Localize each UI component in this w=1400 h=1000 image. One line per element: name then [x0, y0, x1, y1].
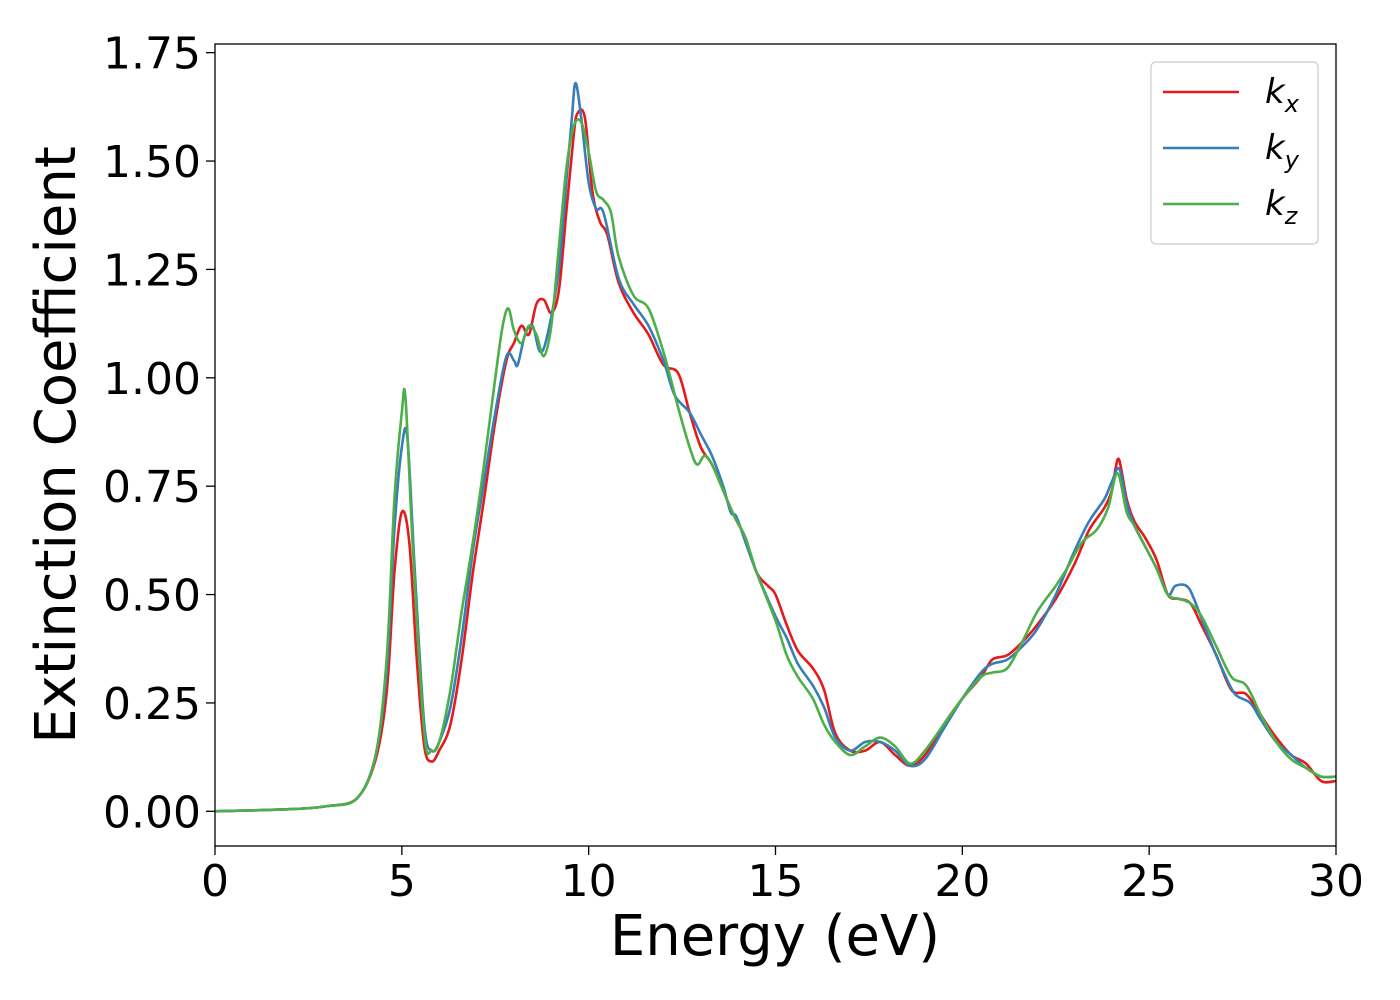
y-tick-label: 1.25 — [103, 245, 201, 296]
x-tick-label: 20 — [934, 856, 990, 907]
series-lines — [214, 81, 1337, 813]
x-tick-label: 10 — [561, 856, 617, 907]
series-line-kz — [214, 118, 1337, 813]
y-tick-label: 1.00 — [103, 354, 201, 405]
y-tick-label: 1.50 — [103, 137, 201, 188]
x-tick-label: 25 — [1121, 856, 1177, 907]
x-axis-title: Energy (eV) — [610, 904, 940, 969]
y-tick-label: 0.50 — [103, 571, 201, 622]
y-tick-label: 0.00 — [103, 787, 201, 838]
x-tick-label: 15 — [748, 856, 804, 907]
y-tick-label: 1.75 — [103, 29, 201, 80]
x-tick-label: 5 — [388, 856, 416, 907]
y-axis-ticks: 0.00 0.25 0.50 0.75 1.00 1.25 1.50 1.75 — [103, 29, 215, 838]
y-axis-title: Extinction Coefficient — [24, 146, 89, 744]
x-tick-label: 0 — [201, 856, 229, 907]
x-tick-label: 30 — [1308, 856, 1364, 907]
y-tick-label: 0.25 — [103, 679, 201, 730]
legend-box — [1150, 61, 1319, 245]
x-axis-ticks: 0 5 10 15 20 25 30 — [201, 846, 1364, 907]
y-tick-label: 0.75 — [103, 462, 201, 513]
